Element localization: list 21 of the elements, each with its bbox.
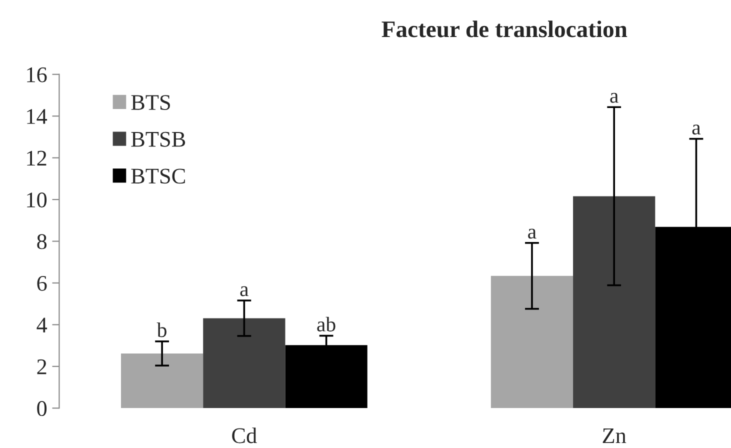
y-tick-label: 12 xyxy=(27,150,46,166)
y-tick-label: 14 xyxy=(27,109,48,124)
annotation: a xyxy=(692,124,701,135)
y-tick-label: 2 xyxy=(37,359,46,374)
legend-label: BTSC xyxy=(131,168,185,184)
annotation: a xyxy=(610,92,618,103)
y-tick-label: 10 xyxy=(27,192,47,208)
y-tick-label: 16 xyxy=(27,67,47,82)
legend-label: BTS xyxy=(131,95,170,110)
legend-label: BTSB xyxy=(131,132,186,147)
y-tick-label: 4 xyxy=(36,318,48,332)
chart-title: Facteur de translocation xyxy=(382,20,628,38)
annotation: a xyxy=(528,228,536,239)
y-tick-label: 6 xyxy=(37,276,47,291)
y-tick-label: 8 xyxy=(37,234,47,250)
x-tick-label: Zn xyxy=(602,428,626,443)
y-tick-label: 0 xyxy=(37,401,47,416)
annotation: a xyxy=(240,286,249,296)
annotation: b xyxy=(156,322,166,338)
annotation: ab xyxy=(317,316,336,332)
x-tick-label: Cd xyxy=(232,428,257,444)
